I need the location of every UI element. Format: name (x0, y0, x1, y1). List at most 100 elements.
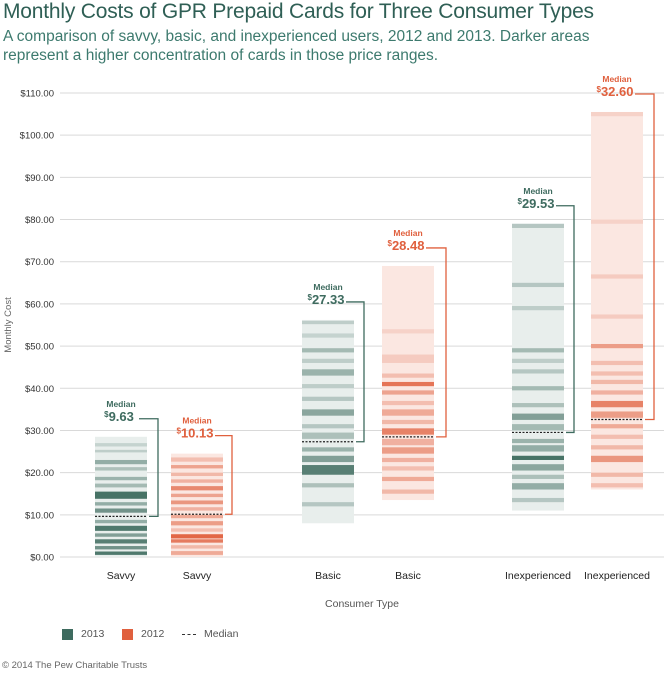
density-band (95, 483, 147, 488)
density-band (171, 486, 223, 491)
density-band (512, 403, 564, 408)
density-band (302, 369, 354, 376)
density-band (382, 354, 434, 363)
y-tick-label: $100.00 (20, 131, 54, 142)
y-tick-label: $50.00 (25, 342, 54, 353)
y-tick-label: $110.00 (20, 89, 54, 100)
density-band (591, 360, 643, 366)
median-number: 28.48 (392, 238, 425, 253)
y-tick-label: $30.00 (25, 426, 54, 437)
legend-median-label: Median (204, 628, 239, 640)
density-band (512, 455, 564, 460)
density-band (171, 507, 223, 511)
density-band (382, 457, 434, 463)
y-tick-label: $10.00 (25, 510, 54, 521)
density-band (382, 447, 434, 454)
x-tick-label: Savvy (183, 570, 212, 582)
density-band (382, 489, 434, 494)
density-band (95, 508, 147, 513)
density-band (171, 465, 223, 469)
density-band (382, 409, 434, 416)
median-label: Median (313, 282, 342, 292)
density-band (512, 223, 564, 228)
density-band (95, 459, 147, 465)
x-tick-label: Inexperienced (584, 570, 650, 582)
legend-2013-label: 2013 (81, 628, 105, 640)
density-band (302, 483, 354, 488)
y-tick-label: $60.00 (25, 299, 54, 310)
median-bracket (346, 301, 365, 443)
median-value: $28.48 (388, 238, 425, 253)
density-band (591, 424, 643, 429)
density-band (302, 447, 354, 452)
density-band (512, 424, 564, 431)
legend-2012-label: 2012 (141, 628, 165, 640)
density-band (95, 539, 147, 544)
density-band (591, 390, 643, 395)
density-band (302, 409, 354, 416)
x-tick-label: Basic (315, 570, 341, 582)
density-band (302, 455, 354, 463)
bar-range (591, 111, 643, 490)
density-band (302, 333, 354, 338)
density-band (95, 525, 147, 531)
median-dollar-sign: $ (308, 293, 313, 302)
median-bracket (139, 418, 159, 518)
density-band (171, 551, 223, 555)
density-band (591, 483, 643, 488)
density-band (591, 379, 643, 385)
median-label: Median (523, 186, 552, 196)
y-tick-label: $0.00 (30, 553, 54, 564)
density-band (591, 400, 643, 408)
density-band (302, 320, 354, 325)
y-tick-label: $80.00 (25, 215, 54, 226)
bar-range (512, 223, 564, 511)
median-bracket (215, 435, 233, 515)
density-band (512, 445, 564, 452)
y-tick-label: $90.00 (25, 173, 54, 184)
density-band (512, 386, 564, 391)
median-dollar-sign: $ (104, 410, 109, 419)
legend-median: Median (182, 628, 238, 640)
median-value: $32.60 (597, 84, 634, 99)
density-band (171, 521, 223, 526)
density-band (171, 500, 223, 505)
density-band (591, 314, 643, 319)
density-band (95, 476, 147, 481)
median-value: $27.33 (308, 292, 345, 307)
y-tick-label: $20.00 (25, 468, 54, 479)
density-band (171, 534, 223, 539)
median-label: Median (393, 228, 422, 238)
density-band (512, 497, 564, 503)
median-dollar-sign: $ (518, 197, 523, 206)
density-band (302, 396, 354, 401)
y-tick-label: $70.00 (25, 257, 54, 268)
density-band (382, 428, 434, 435)
legend-2012-swatch (122, 628, 133, 640)
density-band (382, 438, 434, 446)
density-band (382, 400, 434, 406)
median-label: Median (182, 416, 211, 426)
median-value: $10.13 (177, 426, 214, 441)
legend-2012: 2012 (122, 628, 164, 640)
density-band (591, 455, 643, 463)
density-band (171, 514, 223, 519)
density-band (302, 502, 354, 507)
density-band (512, 358, 564, 363)
density-band (302, 358, 354, 363)
density-band (382, 381, 434, 387)
density-band (171, 479, 223, 483)
density-band (95, 491, 147, 499)
x-axis-title: Consumer Type (325, 598, 399, 610)
density-band (591, 434, 643, 439)
median-dollar-sign: $ (177, 427, 182, 436)
density-band (171, 457, 223, 462)
chart-title: Monthly Costs of GPR Prepaid Cards for T… (3, 0, 594, 23)
median-label: Median (602, 74, 631, 84)
density-band (382, 466, 434, 471)
density-band (591, 472, 643, 477)
density-band (171, 545, 223, 549)
x-tick-label: Savvy (107, 570, 136, 582)
density-band (382, 419, 434, 425)
density-band (302, 424, 354, 429)
